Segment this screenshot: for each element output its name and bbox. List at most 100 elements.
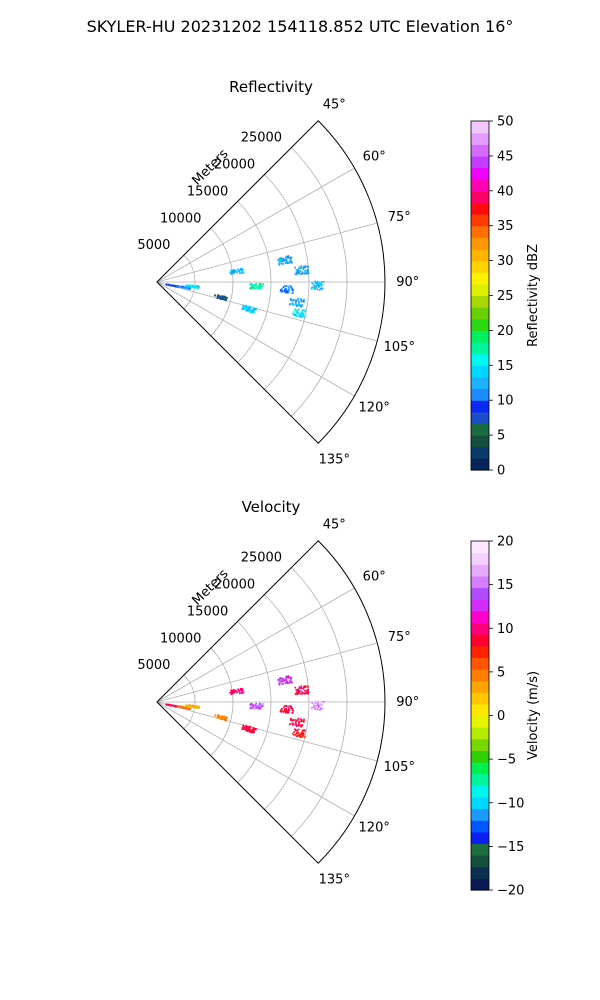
echo-point bbox=[296, 273, 299, 275]
echo-point bbox=[315, 287, 317, 289]
echo-point bbox=[285, 711, 287, 714]
echo-point bbox=[247, 727, 250, 730]
echo-point bbox=[290, 286, 293, 288]
echo-point bbox=[252, 730, 254, 732]
colorbar-tick-label: 0 bbox=[497, 464, 505, 479]
echo-point bbox=[315, 707, 317, 709]
echo-point bbox=[216, 297, 219, 300]
echo-point bbox=[283, 288, 286, 290]
echo-point bbox=[297, 268, 300, 270]
echo-point bbox=[295, 693, 298, 695]
echo-point bbox=[185, 287, 188, 289]
theta-tick-label: 45° bbox=[323, 98, 346, 113]
echo-point bbox=[232, 691, 234, 693]
echo-point bbox=[287, 262, 289, 264]
echo-point bbox=[219, 715, 221, 717]
chart-title: Reflectivity bbox=[229, 78, 313, 96]
echo-point bbox=[287, 290, 289, 293]
echo-point bbox=[236, 271, 238, 274]
r-tick-label: 20000 bbox=[214, 578, 255, 593]
colorbar-segment bbox=[471, 587, 489, 600]
theta-tick-label: 105° bbox=[384, 760, 415, 775]
echo-point bbox=[230, 271, 233, 274]
echo-point bbox=[300, 718, 303, 721]
echo-point bbox=[283, 289, 286, 292]
echo-point bbox=[284, 259, 287, 261]
velocity-panel: Velocity 45° 60° 75° 90° 105° 120° 135° 5000 1000… bbox=[137, 498, 541, 899]
echo-point bbox=[224, 719, 227, 721]
echo-point bbox=[242, 725, 245, 728]
echo-point bbox=[321, 700, 323, 703]
echo-point bbox=[242, 304, 244, 307]
echo-point bbox=[259, 287, 262, 289]
echo-point bbox=[241, 269, 243, 272]
echo-point bbox=[231, 270, 234, 272]
echo-point bbox=[289, 679, 292, 682]
echo-point bbox=[300, 733, 303, 735]
echo-point bbox=[296, 693, 299, 695]
echo-point bbox=[313, 287, 315, 290]
colorbar-tick-label: 20 bbox=[497, 324, 514, 339]
echo-point bbox=[278, 262, 280, 264]
echo-point bbox=[251, 309, 253, 311]
echo-point bbox=[296, 309, 299, 311]
echo-point bbox=[300, 267, 303, 269]
echo-point bbox=[315, 282, 318, 284]
echo-point bbox=[317, 704, 320, 707]
echo-point bbox=[281, 678, 284, 680]
echo-point bbox=[252, 310, 254, 312]
echo-point bbox=[241, 726, 244, 729]
echo-point bbox=[185, 705, 188, 707]
echo-point bbox=[249, 704, 252, 706]
echo-point bbox=[294, 721, 297, 724]
echo-point bbox=[320, 287, 323, 289]
echo-point bbox=[285, 675, 288, 678]
echo-point bbox=[288, 682, 291, 684]
echo-point bbox=[255, 707, 257, 710]
echo-point bbox=[197, 707, 199, 709]
echo-point bbox=[291, 261, 293, 264]
colorbar-segment bbox=[471, 878, 489, 891]
echo-point bbox=[295, 723, 297, 725]
echo-point bbox=[229, 692, 231, 694]
echo-point bbox=[291, 707, 294, 710]
echo-point bbox=[234, 690, 236, 692]
echo-point bbox=[233, 270, 235, 272]
echo-point bbox=[303, 718, 305, 721]
echo-point bbox=[278, 683, 280, 686]
echo-point bbox=[300, 685, 303, 687]
echo-point bbox=[188, 707, 191, 709]
echo-point bbox=[284, 711, 287, 713]
echo-point bbox=[288, 705, 290, 707]
echo-point bbox=[221, 717, 224, 719]
echo-point bbox=[287, 676, 289, 678]
echo-point bbox=[233, 691, 236, 694]
echo-point bbox=[286, 261, 288, 264]
echo-point bbox=[290, 297, 292, 300]
echo-point bbox=[249, 728, 251, 731]
echo-point bbox=[221, 715, 224, 717]
colorbar-segment bbox=[471, 400, 489, 413]
echo-point bbox=[289, 261, 292, 264]
r-tick-label: 15000 bbox=[187, 184, 228, 199]
echo-point bbox=[245, 304, 247, 307]
echo-point bbox=[245, 307, 248, 309]
colorbar-tick-label: 45 bbox=[497, 149, 514, 164]
echo-point bbox=[239, 269, 242, 271]
echo-point bbox=[296, 691, 299, 694]
echo-point bbox=[294, 728, 296, 730]
colorbar-segment bbox=[471, 144, 489, 157]
echo-point bbox=[241, 691, 243, 694]
colorbar-segment bbox=[471, 330, 489, 343]
echo-point bbox=[285, 258, 288, 261]
echo-point bbox=[179, 285, 182, 288]
echo-point bbox=[257, 704, 260, 707]
echo-point bbox=[249, 284, 252, 286]
echo-point bbox=[248, 730, 251, 732]
echo-point bbox=[307, 272, 309, 275]
echo-point bbox=[297, 688, 300, 690]
echo-point bbox=[220, 296, 222, 299]
echo-point bbox=[189, 708, 191, 710]
echo-point bbox=[314, 707, 316, 709]
colorbar-tick-label: 5 bbox=[497, 429, 505, 444]
